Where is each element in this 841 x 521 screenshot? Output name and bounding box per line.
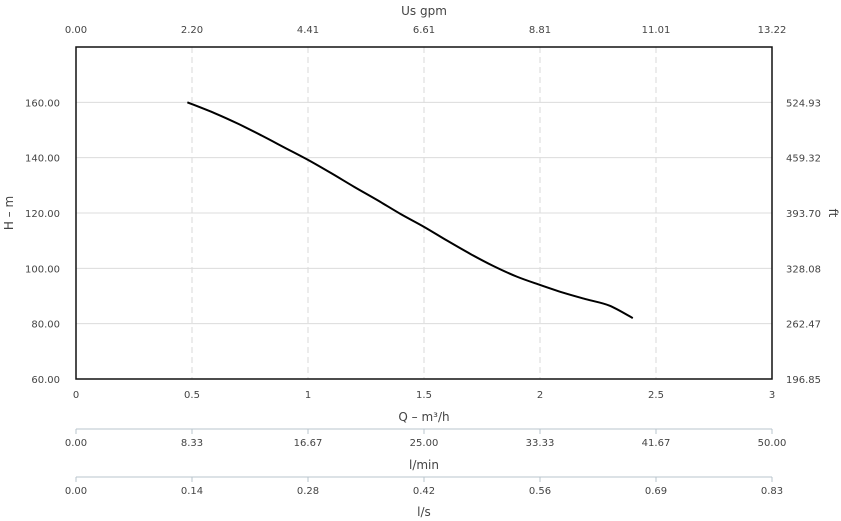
ls-tick-label: 0.83 [761,486,783,497]
y-tick-label-left: 100.00 [25,264,60,275]
y-tick-label-right: 262.47 [786,320,821,331]
ls-tick-label: 0.14 [181,486,203,497]
y-tick-label-left: 80.00 [31,320,60,331]
lmin-tick-label: 25.00 [410,438,439,449]
y-tick-label-left: 160.00 [25,98,60,109]
lmin-axis: 0.00 8.33 16.67 25.00 33.33 41.67 50.00 [65,428,787,449]
x-tick-label: 0.5 [184,390,200,401]
tick-labels: 0 0.5 1 1.5 2 2.5 3 0.00 2.20 4.41 6.61 8.81 11.01 13… [25,25,821,401]
x-tick-label: 2.5 [648,390,664,401]
top-tick-label: 11.01 [642,25,671,36]
lmin-axis-title: l/min [409,458,439,472]
top-tick-label: 13.22 [758,25,787,36]
y-tick-label-right: 524.93 [786,98,821,109]
ls-tick-label: 0.28 [297,486,319,497]
x-axis-title: Q – m³/h [398,410,449,424]
grid-lines [76,47,772,379]
ls-tick-label: 0.42 [413,486,435,497]
top-axis-title: Us gpm [401,4,447,18]
y-axis-title-right: ft [826,209,840,218]
x-tick-label: 1 [305,390,311,401]
ls-tick-label: 0.69 [645,486,667,497]
lmin-tick-label: 33.33 [526,438,555,449]
lmin-tick-label: 0.00 [65,438,87,449]
top-tick-label: 0.00 [65,25,87,36]
top-tick-label: 4.41 [297,25,319,36]
top-tick-label: 8.81 [529,25,551,36]
lmin-tick-label: 16.67 [294,438,323,449]
ls-tick-label: 0.00 [65,486,87,497]
y-tick-label-right: 196.85 [786,375,821,386]
plot-frame [75,46,773,380]
y-tick-label-left: 120.00 [25,209,60,220]
ls-tick-label: 0.56 [529,486,551,497]
lmin-tick-label: 50.00 [758,438,787,449]
y-tick-label-left: 140.00 [25,154,60,165]
y-tick-label-right: 393.70 [786,209,821,220]
y-axis-title-left: H – m [2,196,16,230]
lmin-tick-label: 8.33 [181,438,203,449]
x-tick-label: 3 [769,390,775,401]
curve-layer [186,101,634,320]
lmin-tick-label: 41.67 [642,438,671,449]
y-tick-label-right: 459.32 [786,154,821,165]
x-tick-label: 2 [537,390,543,401]
x-tick-label: 0 [73,390,79,401]
head-flow-curve [186,101,634,320]
y-tick-label-right: 328.08 [786,264,821,275]
top-tick-label: 6.61 [413,25,435,36]
ls-axis: 0.00 0.14 0.28 0.42 0.56 0.69 0.83 [65,476,783,497]
top-tick-label: 2.20 [181,25,203,36]
ls-axis-title: l/s [417,505,431,519]
y-tick-label-left: 60.00 [31,375,60,386]
x-tick-label: 1.5 [416,390,432,401]
